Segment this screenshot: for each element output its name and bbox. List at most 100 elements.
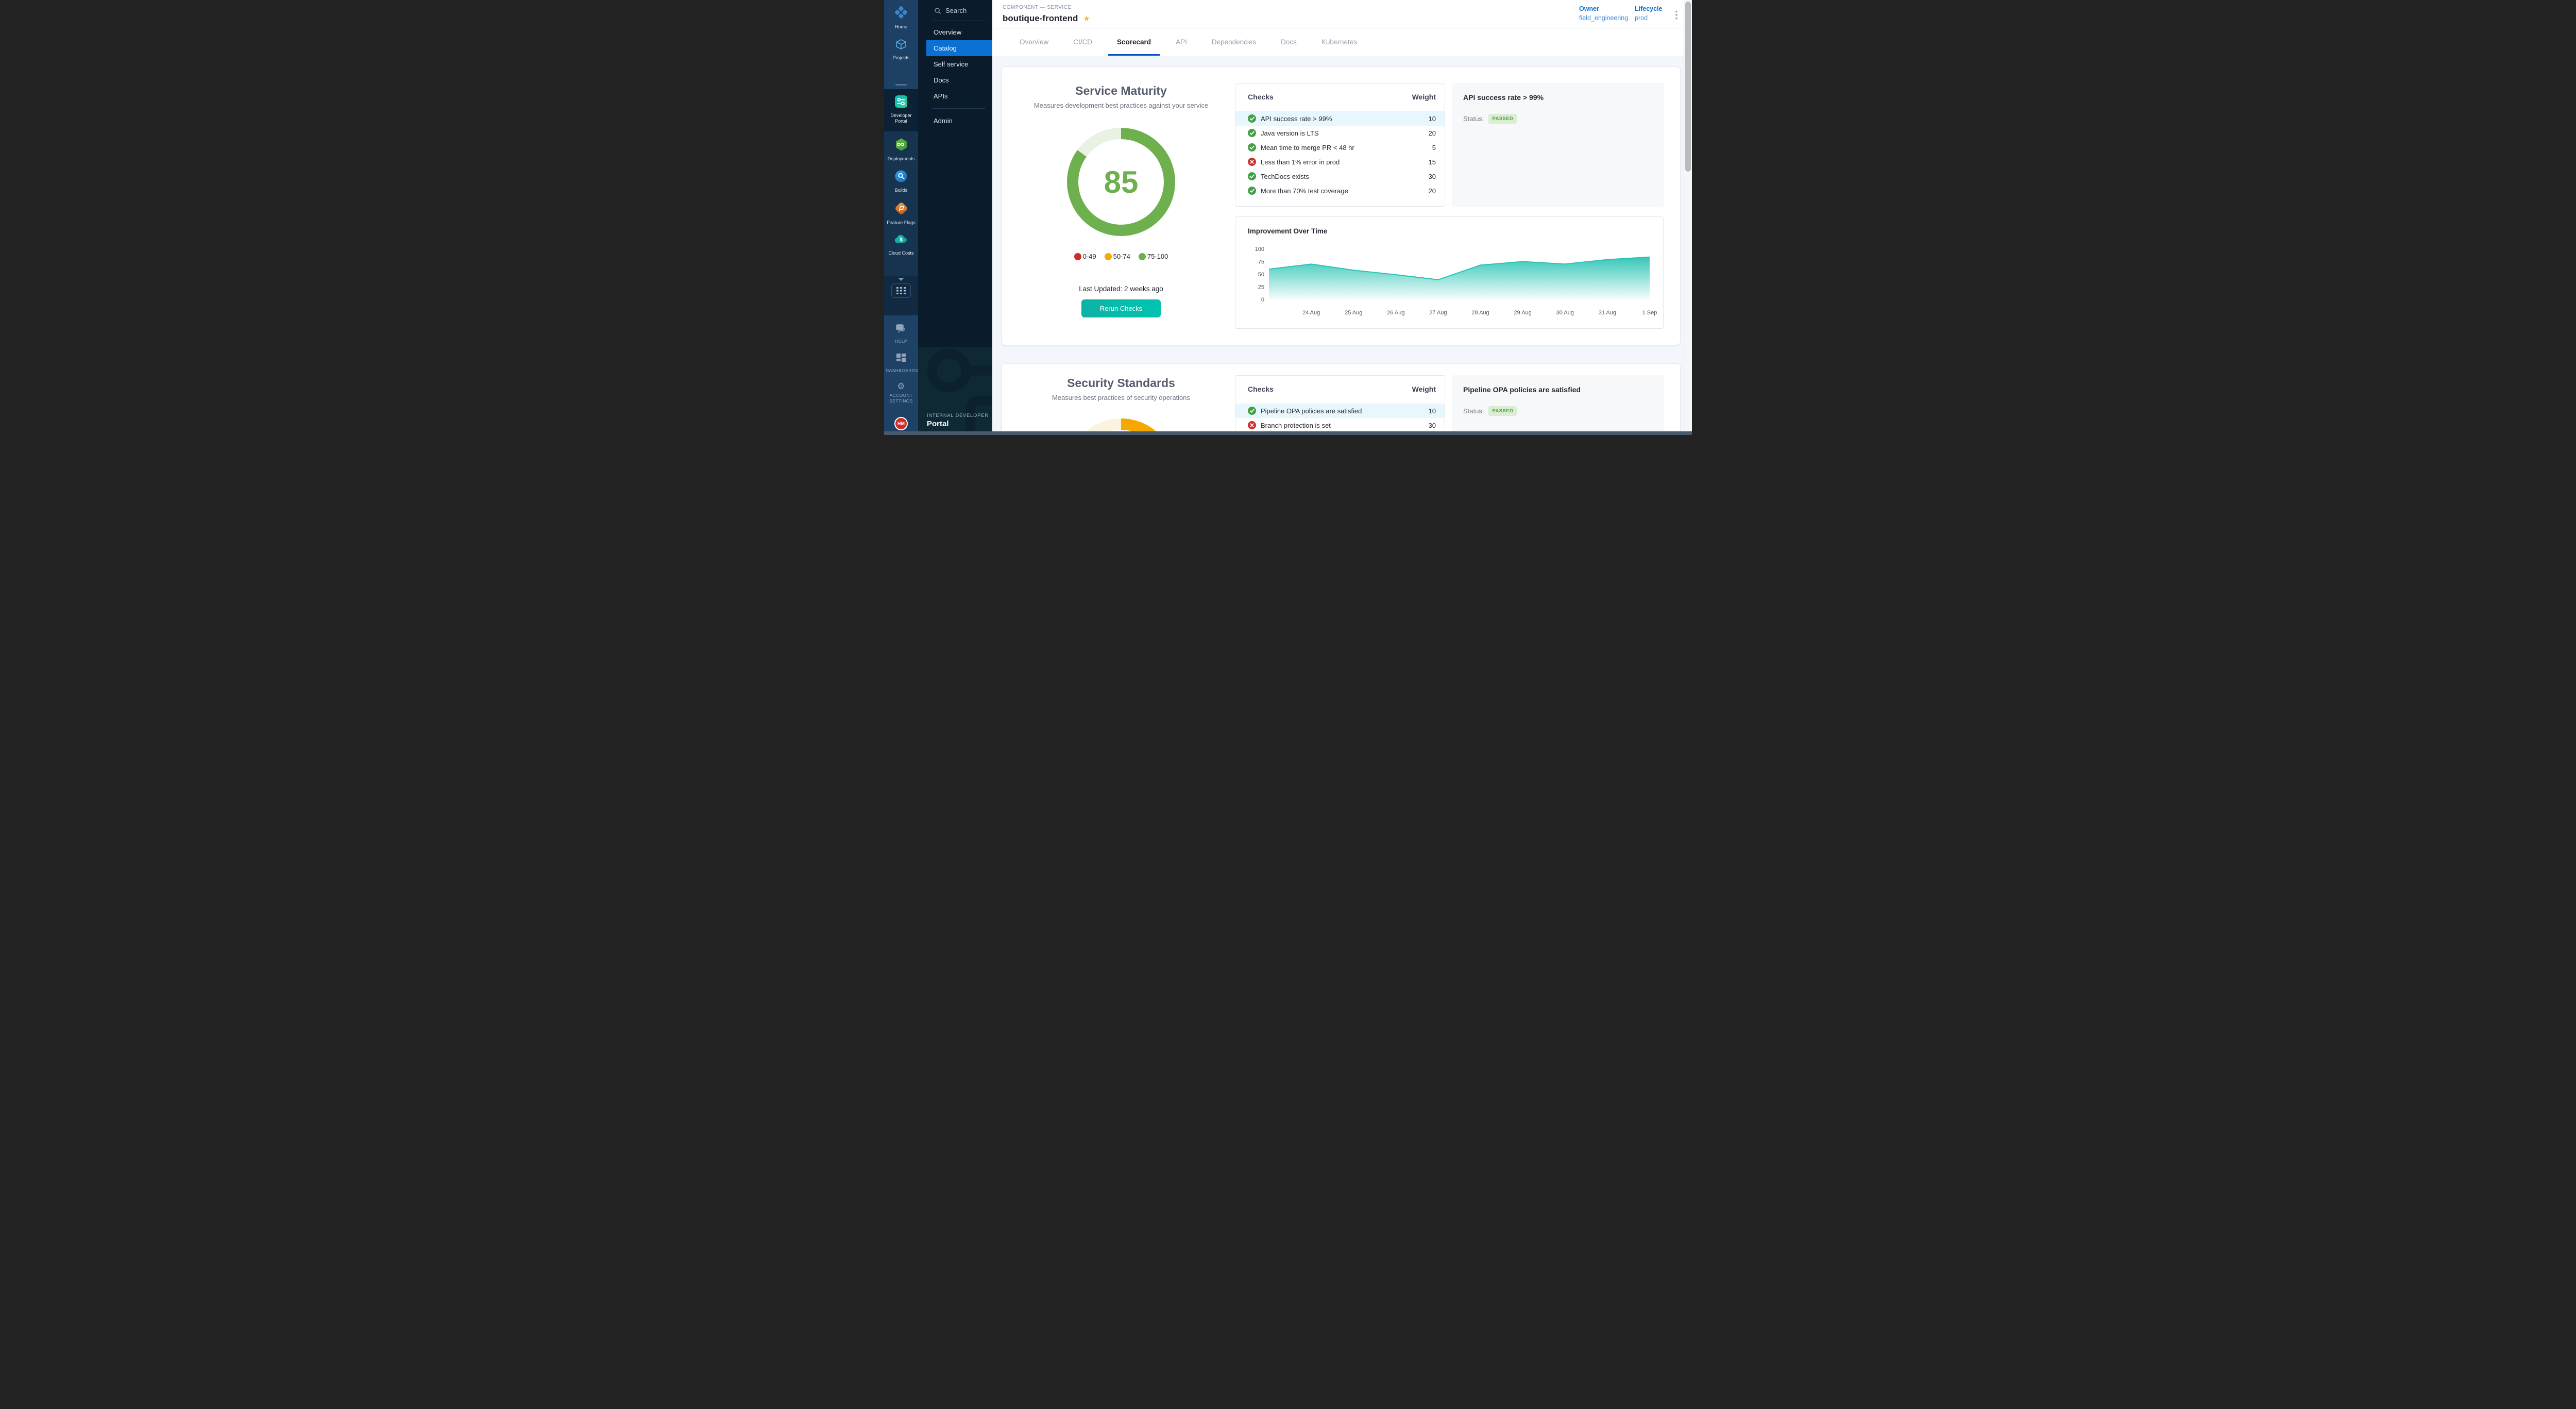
scrollbar-thumb[interactable] <box>1685 2 1691 172</box>
maturity-score-value: 85 <box>1064 125 1178 239</box>
status-badge: PASSED <box>1488 114 1517 124</box>
feature-flags-icon <box>894 202 908 218</box>
scorecard-subtitle: Measures best practices of security oper… <box>1052 394 1190 401</box>
svg-text:25 Aug: 25 Aug <box>1345 310 1362 316</box>
tab-kubernetes[interactable]: Kubernetes <box>1313 28 1366 56</box>
check-row[interactable]: Less than 1% error in prod 15 <box>1235 155 1445 169</box>
weight-column-header: Weight <box>1412 385 1436 393</box>
security-checks-table: Checks Weight Pip <box>1235 375 1445 435</box>
sidebar-item-self-service[interactable]: Self service <box>918 56 992 72</box>
app-window: Home Projects Developer Portal <box>884 0 1692 435</box>
check-row[interactable]: Pipeline OPA policies are satisfied 10 <box>1235 404 1445 418</box>
scorecard-title: Security Standards <box>1067 376 1175 390</box>
sidebar-item-apis[interactable]: APIs <box>918 88 992 104</box>
status-label: Status: <box>1463 407 1484 415</box>
scorecard-content: Service Maturity Measures development be… <box>992 56 1692 435</box>
rail-item-developer-portal[interactable]: Developer Portal <box>884 89 918 125</box>
sidebar-search[interactable]: Search <box>918 0 992 20</box>
check-row[interactable]: API success rate > 99% 10 <box>1235 111 1445 126</box>
rail-item-dashboards[interactable]: DASHBOARDS <box>884 353 918 374</box>
rerun-checks-button[interactable]: Rerun Checks <box>1081 299 1161 317</box>
check-row[interactable]: Mean time to merge PR < 48 hr 5 <box>1235 140 1445 155</box>
legend-dot-icon <box>1074 253 1081 260</box>
security-check-detail-panel: Pipeline OPA policies are satisfied Stat… <box>1452 375 1664 435</box>
check-weight: 30 <box>1429 422 1436 429</box>
lifecycle-meta: Lifecycle prod <box>1635 5 1663 22</box>
status-icon <box>1248 187 1256 195</box>
tab-scorecard[interactable]: Scorecard <box>1108 28 1160 56</box>
module-grid-button[interactable] <box>891 283 911 298</box>
projects-cube-icon <box>895 38 907 53</box>
gear-icon: ⚙ <box>897 382 905 391</box>
check-passed-icon <box>1248 129 1256 137</box>
owner-meta: Owner field_engineering <box>1579 5 1628 22</box>
security-standards-card: Security Standards Measures best practic… <box>1002 363 1681 435</box>
builds-icon <box>894 170 908 186</box>
owner-link[interactable]: field_engineering <box>1579 14 1628 22</box>
rail-item-home[interactable]: Home <box>884 0 918 30</box>
check-failed-icon <box>1248 421 1256 429</box>
lifecycle-link[interactable]: prod <box>1635 14 1663 22</box>
legend-label: 75-100 <box>1147 253 1168 260</box>
lifecycle-label: Lifecycle <box>1635 5 1663 12</box>
check-label: More than 70% test coverage <box>1261 187 1429 195</box>
sidebar-item-admin[interactable]: Admin <box>918 113 992 129</box>
svg-text:27 Aug: 27 Aug <box>1429 310 1447 316</box>
check-row[interactable]: TechDocs exists 30 <box>1235 169 1445 183</box>
sidebar-brand-area: INTERNAL DEVELOPER Portal <box>918 347 992 435</box>
legend-dot-icon <box>1105 253 1112 260</box>
rail-label: ACCOUNT SETTINGS <box>886 393 917 404</box>
checks-column-header: Checks <box>1248 93 1274 101</box>
rail-label: Home <box>895 24 907 30</box>
detail-title: API success rate > 99% <box>1463 93 1653 102</box>
rail-item-deployments[interactable]: Deployments <box>884 131 918 162</box>
check-passed-icon <box>1248 114 1256 123</box>
rail-item-account-settings[interactable]: ⚙ ACCOUNT SETTINGS <box>884 382 918 404</box>
rail-item-builds[interactable]: Builds <box>884 170 918 193</box>
check-row[interactable]: Branch protection is set 30 <box>1235 418 1445 432</box>
rail-item-feature-flags[interactable]: Feature Flags <box>884 202 918 226</box>
check-passed-icon <box>1248 407 1256 415</box>
favorite-star-icon[interactable]: ★ <box>1083 14 1090 23</box>
tab-overview[interactable]: Overview <box>1011 28 1057 56</box>
rail-item-help[interactable]: ? HELP <box>884 315 918 344</box>
svg-text:26 Aug: 26 Aug <box>1387 310 1404 316</box>
tab-api[interactable]: API <box>1167 28 1196 56</box>
brand-line2: Portal <box>927 420 989 428</box>
rail-item-cloud-costs[interactable]: $ Cloud Costs <box>884 233 918 256</box>
svg-text:28 Aug: 28 Aug <box>1471 310 1489 316</box>
rail-divider <box>895 84 907 86</box>
check-label: TechDocs exists <box>1261 173 1429 180</box>
user-avatar[interactable]: HM <box>894 417 908 430</box>
brand-line1: INTERNAL DEVELOPER <box>927 413 989 418</box>
improvement-chart-card: Improvement Over Time 025507510024 Aug25… <box>1235 216 1664 329</box>
check-row[interactable]: Java version is LTS 20 <box>1235 126 1445 140</box>
deployments-icon <box>894 138 908 154</box>
rail-chevron-down-icon[interactable] <box>884 276 918 281</box>
search-label: Search <box>945 7 967 14</box>
sidebar-divider <box>933 108 985 109</box>
tab-dependencies[interactable]: Dependencies <box>1203 28 1265 56</box>
check-weight: 20 <box>1429 187 1436 195</box>
check-weight: 10 <box>1429 115 1436 123</box>
sidebar-item-docs[interactable]: Docs <box>918 72 992 88</box>
score-legend: 0-49 50-74 75-100 <box>1074 253 1168 260</box>
entity-header: COMPONENT — SERVICE boutique-frontend ★ … <box>992 0 1692 28</box>
check-row[interactable]: More than 70% test coverage 20 <box>1235 183 1445 198</box>
rail-item-projects[interactable]: Projects <box>884 38 918 61</box>
svg-text:$: $ <box>900 237 903 243</box>
sidebar-item-catalog[interactable]: Catalog <box>926 40 992 56</box>
legend-dot-icon <box>1139 253 1146 260</box>
tab-docs[interactable]: Docs <box>1272 28 1306 56</box>
svg-text:31 Aug: 31 Aug <box>1599 310 1616 316</box>
legend-label: 0-49 <box>1083 253 1096 260</box>
svg-text:24 Aug: 24 Aug <box>1302 310 1320 316</box>
harness-home-icon <box>894 5 908 22</box>
tab-cicd[interactable]: CI/CD <box>1064 28 1101 56</box>
vertical-scrollbar <box>1684 0 1692 435</box>
more-options-kebab-icon[interactable] <box>1674 9 1679 23</box>
status-icon <box>1248 158 1256 166</box>
cloud-costs-icon: $ <box>894 233 908 248</box>
sidebar-item-overview[interactable]: Overview <box>918 24 992 40</box>
detail-title: Pipeline OPA policies are satisfied <box>1463 385 1653 394</box>
